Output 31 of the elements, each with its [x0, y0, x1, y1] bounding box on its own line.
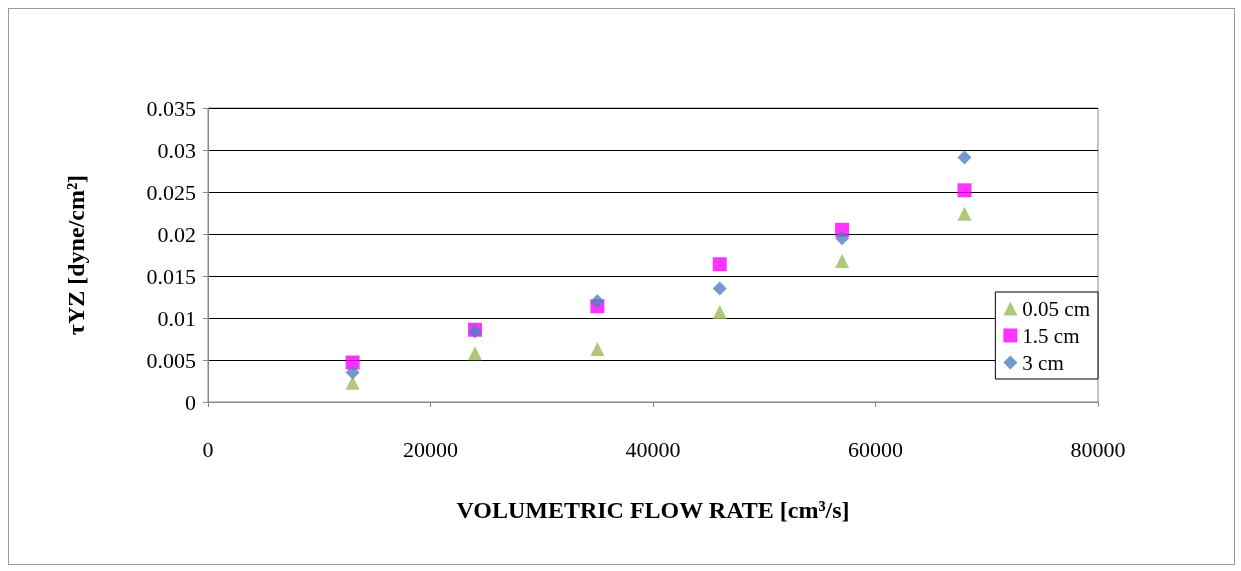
x-tick-label: 60000 [848, 436, 903, 462]
x-axis-title: VOLUMETRIC FLOW RATE [cm³/s] [456, 497, 850, 523]
point [835, 253, 850, 268]
y-tick-label: 0.01 [157, 305, 196, 331]
x-tick-label: 40000 [625, 436, 681, 462]
y-tick-label: 0 [185, 389, 196, 415]
y-tick-label: 0.02 [157, 221, 196, 247]
legend-label: 0.05 cm [1022, 296, 1090, 321]
x-tick-label: 20000 [403, 436, 458, 462]
point [468, 346, 482, 361]
y-tick-label: 0.025 [146, 179, 196, 205]
point [957, 150, 972, 165]
point [345, 365, 360, 380]
point [590, 342, 605, 357]
y-tick-label: 0.015 [146, 263, 196, 289]
legend-label: 3 cm [1022, 350, 1064, 375]
x-tick-label: 0 [202, 436, 214, 462]
point [712, 257, 727, 272]
y-tick-label: 0.035 [146, 95, 196, 121]
y-axis-title: τYZ [dyne/cm²] [63, 174, 89, 336]
y-tick-label: 0.005 [146, 347, 196, 373]
legend-label: 1.5 cm [1022, 323, 1080, 348]
point [957, 206, 972, 221]
x-tick-label: 80000 [1070, 436, 1126, 462]
y-tick-label: 0.03 [157, 137, 196, 163]
point [590, 294, 605, 309]
point [957, 183, 972, 198]
point [712, 281, 727, 296]
point [835, 231, 850, 246]
point [345, 375, 360, 390]
point [712, 305, 727, 320]
